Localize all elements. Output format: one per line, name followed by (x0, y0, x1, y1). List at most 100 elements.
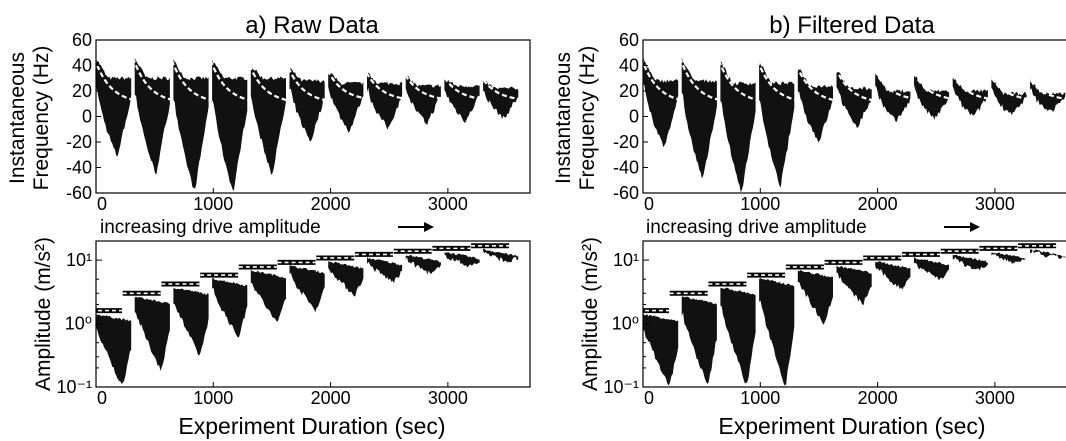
freq-plot-filtered-axes: 0 1000 2000 3000 60 40 20 0 -20 -40 -60 (613, 30, 1015, 214)
freq-envelope-segment (367, 72, 403, 130)
freq-fit-curve (245, 57, 289, 102)
freq-plot-raw-content (96, 49, 521, 192)
y-tick-label: -20 (66, 132, 92, 152)
y-tick-label: 10¹ (613, 250, 639, 270)
freq-envelope-segment (212, 59, 248, 192)
amp-envelope-segment (797, 270, 833, 325)
amp-ylabel-filtered: Amplitude (m/s²) (579, 237, 602, 391)
freq-envelope-segment (250, 65, 286, 175)
freq-plot-raw: 0 1000 2000 3000 60 40 20 0 -20 -40 -60 (66, 30, 531, 214)
x-tick-label: 0 (644, 388, 654, 408)
x-tick-label: 3000 (975, 194, 1015, 214)
freq-fit-curve (129, 49, 173, 101)
freq-fit-curve (715, 52, 758, 102)
freq-envelope-segment (914, 72, 950, 120)
freq-plot-filtered-content (643, 49, 1066, 193)
y-tick-label: 0 (629, 107, 639, 127)
drive-arrow-raw (398, 222, 434, 232)
amp-envelope-segment (250, 269, 286, 322)
x-tick-label: 0 (644, 194, 654, 214)
freq-envelope-segment (952, 75, 988, 116)
freq-fit-curve (96, 58, 134, 101)
panel-title-raw: a) Raw Data (245, 12, 379, 39)
amp-envelope-segment (444, 252, 480, 268)
freq-plot-filtered: 0 1000 2000 3000 60 40 20 0 -20 -40 -60 (613, 30, 1066, 214)
freq-envelope-segment (1030, 79, 1066, 112)
y-tick-label: 40 (72, 56, 92, 76)
amp-envelope-segment (328, 260, 364, 297)
amp-envelope-segment (96, 313, 132, 384)
freq-envelope-segment (96, 59, 132, 156)
y-tick-label: 0 (82, 107, 92, 127)
freq-envelope-segment (875, 69, 911, 122)
amp-envelope-segment (875, 261, 911, 290)
y-tick-label: 20 (619, 81, 639, 101)
freq-plot-raw-axes: 0 1000 2000 3000 60 40 20 0 -20 -40 -60 (66, 30, 468, 214)
x-tick-label: 1000 (193, 194, 233, 214)
x-tick-label: 3000 (428, 194, 468, 214)
y-tick-label: -60 (66, 183, 92, 203)
y-tick-label: 10⁻¹ (603, 377, 639, 397)
amp-envelope-segment (952, 254, 988, 271)
freq-ylabel-raw-line2: Frequency (Hz) (30, 46, 53, 191)
drive-amplitude-annotation-raw: increasing drive amplitude (100, 217, 321, 238)
freq-fit-curve (478, 72, 521, 101)
y-tick-label: -40 (66, 158, 92, 178)
amp-plot-filtered-content (643, 243, 1066, 386)
y-tick-label: 10⁰ (612, 314, 639, 334)
y-tick-label: -20 (613, 132, 639, 152)
freq-envelope-segment (991, 76, 1027, 116)
freq-fit-curve (400, 67, 444, 100)
amp-plot-raw-content (96, 243, 519, 384)
amp-plot-filtered-axes: 0 1000 2000 3000 10¹ 10⁰ 10⁻¹ (603, 240, 1015, 408)
panel-raw: a) Raw Data 0 1000 2000 3000 60 40 20 0 -20 -40 -6… (6, 12, 531, 439)
amp-plot-raw: 0 1000 2000 3000 10¹ 10⁰ 10⁻¹ (56, 240, 531, 408)
freq-envelope-segment (759, 61, 795, 188)
amp-envelope-segment (1030, 249, 1066, 259)
y-tick-label: 40 (619, 56, 639, 76)
freq-envelope-segment (173, 59, 209, 189)
x-tick-label: 0 (97, 194, 107, 214)
amp-envelope-segment (173, 287, 209, 356)
x-tick-label: 2000 (858, 194, 898, 214)
freq-fit-curve (831, 59, 874, 102)
amp-envelope-segment (720, 287, 756, 384)
x-tick-label: 1000 (193, 388, 233, 408)
amp-plot-filtered: 0 1000 2000 3000 10¹ 10⁰ 10⁻¹ (603, 240, 1066, 408)
amp-plot-raw-axes: 0 1000 2000 3000 10¹ 10⁰ 10⁻¹ (56, 240, 468, 408)
y-tick-label: -60 (613, 183, 639, 203)
drive-amplitude-annotation-filtered: increasing drive amplitude (646, 217, 867, 238)
freq-fit-curve (908, 65, 952, 100)
x-tick-label: 2000 (311, 194, 351, 214)
panel-title-filtered: b) Filtered Data (769, 12, 935, 39)
freq-fit-curve (643, 58, 681, 101)
amp-envelope-segment (289, 265, 325, 313)
freq-fit-curve (947, 67, 991, 100)
freq-envelope-segment (720, 61, 756, 193)
amp-envelope-segment (134, 296, 170, 371)
freq-fit-curve (986, 70, 1029, 100)
freq-envelope-segment (444, 78, 480, 123)
x-tick-label: 2000 (311, 388, 351, 408)
amp-envelope-segment (367, 256, 403, 284)
x-tick-label: 1000 (740, 388, 780, 408)
x-tick-label: 3000 (428, 388, 468, 408)
freq-envelope-segment (405, 75, 441, 125)
freq-fit-curve (792, 57, 836, 102)
amp-plot-raw-frame (95, 240, 531, 388)
y-tick-label: 60 (72, 30, 92, 50)
freq-envelope-segment (483, 80, 519, 120)
y-tick-label: 10¹ (66, 250, 92, 270)
freq-envelope-segment (134, 57, 170, 175)
x-tick-label: 3000 (975, 388, 1015, 408)
amp-envelope-segment (681, 296, 717, 384)
freq-ylabel-filtered-line2: Frequency (Hz) (576, 46, 599, 191)
freq-fit-curve (323, 62, 366, 100)
freq-fit-curve (676, 49, 720, 101)
y-tick-label: 10⁰ (65, 314, 92, 334)
freq-fit-curve (754, 52, 797, 102)
y-tick-label: 20 (72, 81, 92, 101)
x-tick-label: 0 (97, 388, 107, 408)
amp-envelope-segment (212, 278, 248, 338)
